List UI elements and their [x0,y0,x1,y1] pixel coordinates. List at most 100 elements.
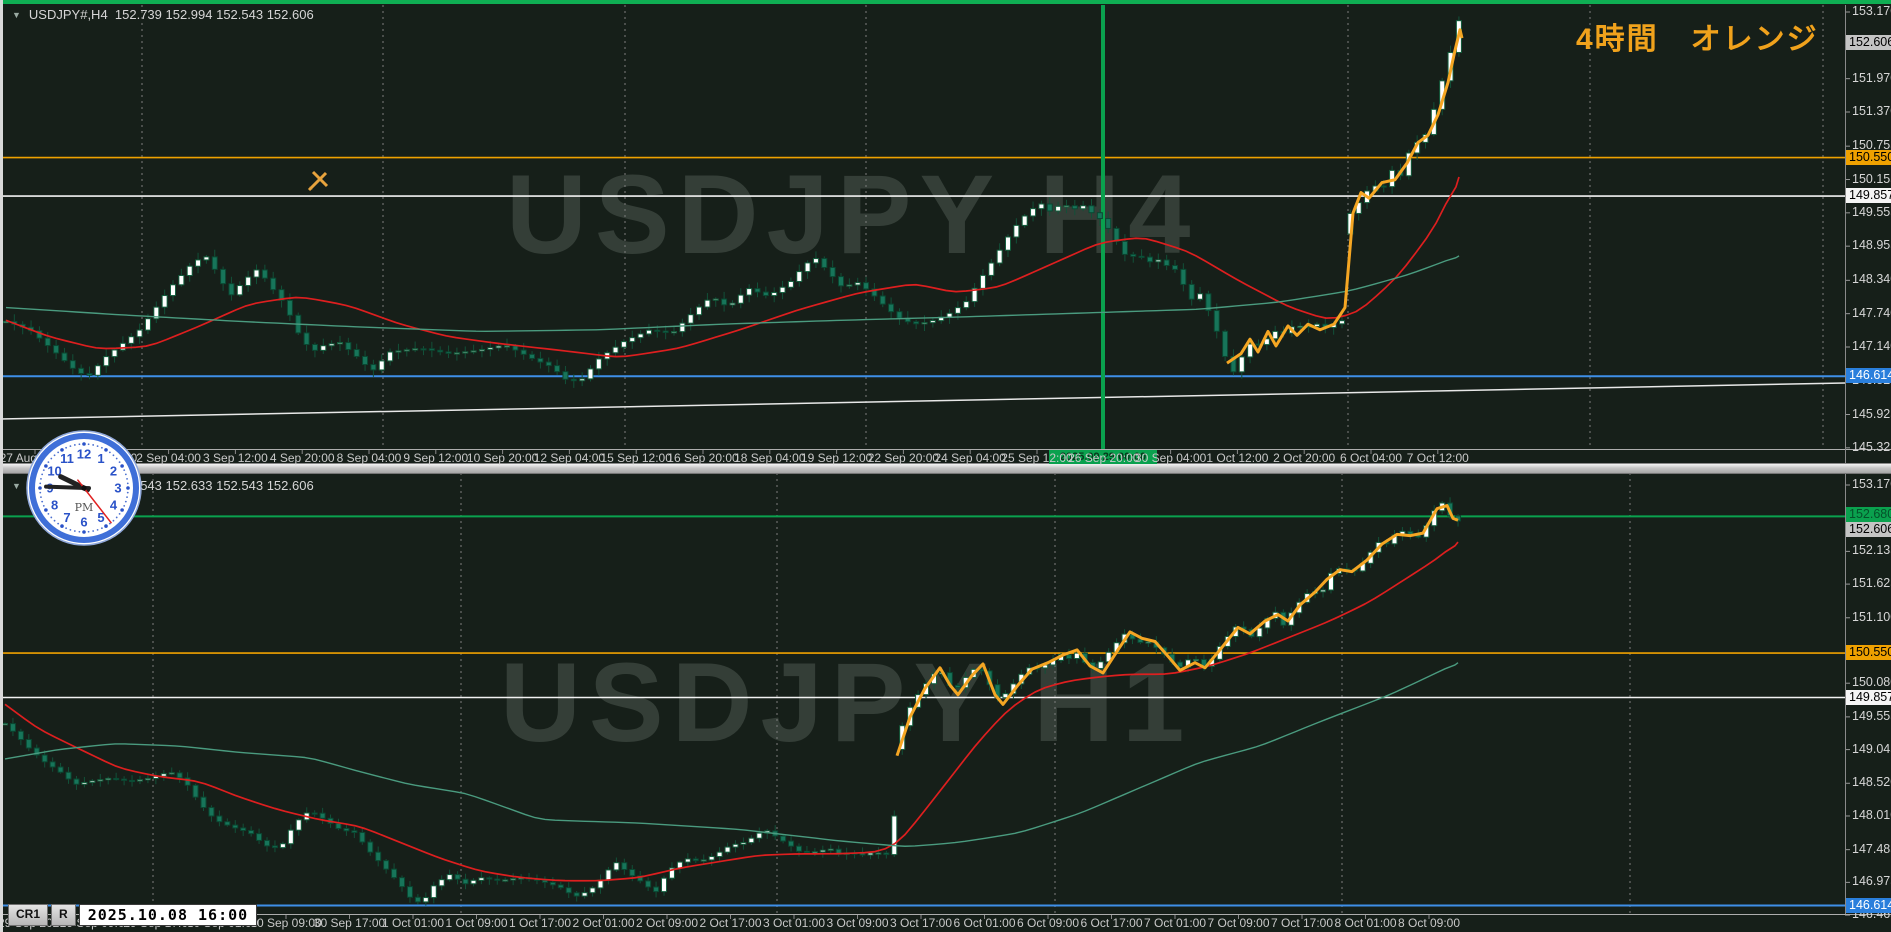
status-button-r[interactable]: R [51,904,76,926]
price-scale-label: 152.135 [1852,543,1891,558]
price-scale-label: 151.970 [1852,70,1891,85]
ma-fast-orange-line [1226,28,1464,365]
price-scale-label: 148.955 [1852,238,1891,253]
time-axis-label: 1 Oct 17:00 [508,916,572,930]
time-axis-label: 1 Oct 09:00 [445,916,508,930]
price-scale-box: 150.550 [1846,645,1891,661]
price-scale-box: 152.680 [1846,507,1891,523]
clock-number: 3 [114,481,121,496]
panel-splitter[interactable] [0,463,1891,474]
clock-number: 12 [77,447,91,462]
time-axis-label: 6 Oct 09:00 [1016,916,1080,930]
clock-number: 7 [63,510,70,525]
clock-number: 1 [97,451,104,466]
price-scale-box: 152.606 [1846,35,1891,51]
window-left-border [0,0,3,932]
ma-slow-red-line [5,176,1460,358]
price-scale-box: 146.614 [1846,897,1891,913]
time-axis-label: 2 Oct 09:00 [635,916,699,930]
time-axis-label: 8 Oct 09:00 [1397,916,1461,930]
price-scale-label: 151.370 [1852,104,1891,118]
crossed-pencil-icon[interactable] [307,170,329,192]
time-axis-label: 12 Sep 04:00 [533,451,606,465]
chart-header-h4-text: USDJPY#,H4 152.739 152.994 152.543 152.6… [28,7,314,22]
clock-number: 6 [80,515,87,530]
price-scale-label: 147.740 [1852,305,1891,320]
time-axis-label: 15 Sep 12:00 [600,451,672,465]
price-scale-label: 150.155 [1852,171,1891,186]
time-axis-label: 18 Sep 04:00 [734,451,806,465]
time-axis-label: 3 Oct 17:00 [889,916,953,930]
time-axis-label: 1 Oct 12:00 [1206,451,1269,465]
watermark-bottom: USDJPY H1 [500,640,1193,765]
clock-number: 8 [51,498,58,513]
time-axis-label: 2 Sep 04:00 [136,451,201,465]
price-scale-label: 147.485 [1852,841,1891,856]
price-scale-label: 149.555 [1852,204,1891,219]
ma-200-teal-line [5,255,1460,332]
ma-fast-orange-line [895,504,1459,757]
clock-period-label: PM [74,501,94,514]
clock-number: 5 [97,510,104,525]
ma-200-teal-line [4,662,1459,847]
price-scale-label: 151.100 [1852,609,1891,624]
trendline [0,382,1845,420]
watermark-top: USDJPY H4 [506,152,1199,277]
chart-annotation-label: 4時間 オレンジ [1576,23,1819,56]
bottom-candles [2,497,1462,906]
time-axis-label: 26 Sep 20:00 [1068,451,1140,465]
price-scale-label: 150.080 [1852,675,1891,690]
time-axis-label: 30 Sep 09:00 [250,916,322,930]
time-axis-label: 24 Sep 04:00 [934,451,1006,465]
time-axis-label: 30 Sep 04:00 [1134,451,1207,465]
time-axis-label: 22 Sep 20:00 [867,451,940,465]
clock-number: 11 [60,451,74,466]
time-axis-label: 30 Sep 17:00 [313,916,386,930]
vline-date-tag: 2025.09.29 00:00 [1049,450,1157,464]
price-scale-label: 149.045 [1852,741,1891,756]
price-scale-box: 146.614 [1846,368,1891,384]
price-scale-label: 153.170 [1852,4,1891,18]
time-axis-label: 4 Sep 20:00 [269,451,335,465]
status-button-cr1[interactable]: CR1 [8,904,49,926]
price-scale-box: 149.857 [1846,188,1891,204]
top-candles [3,16,1462,388]
price-scale-box: 152.606 [1846,522,1891,538]
time-axis-label: 7 Oct 12:00 [1406,451,1469,465]
status-datetime: 2025.10.08 16:00 [78,904,258,926]
time-axis-label: 19 Sep 12:00 [800,451,873,465]
time-axis-label: 16 Sep 20:00 [667,451,739,465]
time-axis-label: 3 Oct 09:00 [826,916,889,930]
price-scale-label: 148.010 [1852,807,1891,822]
price-scale-box: 150.550 [1846,149,1891,165]
price-scale-label: 149.555 [1852,708,1891,723]
clock-number: 2 [110,464,117,479]
clock-number: 4 [110,498,118,513]
chart-header-h4: ▼ USDJPY#,H4 152.739 152.994 152.543 152… [12,7,314,22]
clock-number: 10 [47,464,61,479]
price-scale-label: 153.170 [1852,477,1891,491]
window-accent-border [0,0,1891,4]
time-axis-label: 1 Oct 01:00 [381,916,445,930]
price-scale-label: 145.925 [1852,406,1891,421]
time-axis-label: 7 Oct 09:00 [1207,916,1270,930]
price-scale-label: 148.340 [1852,272,1891,287]
time-axis-label: 3 Sep 12:00 [203,451,268,465]
price-scale-label: 148.520 [1852,775,1891,790]
chevron-down-icon: ▼ [12,480,21,491]
price-scale-label: 151.625 [1852,576,1891,591]
time-axis-label: 8 Sep 04:00 [336,451,402,465]
price-scale-label: 147.140 [1852,339,1891,353]
top-panel [0,5,1845,449]
time-axis-label: 10 Sep 20:00 [466,451,539,465]
time-axis-label: 7 Oct 01:00 [1143,916,1207,930]
time-axis-label: 8 Oct 01:00 [1334,916,1397,930]
time-axis-label: 6 Oct 01:00 [953,916,1016,930]
time-axis-label: 6 Oct 17:00 [1080,916,1143,930]
price-scale-label: 150.755 [1852,138,1891,153]
analog-clock-widget[interactable]: 123456789101112 [19,423,149,553]
time-axis-label: 7 Oct 17:00 [1270,916,1334,930]
bottom-panel [0,473,1845,914]
